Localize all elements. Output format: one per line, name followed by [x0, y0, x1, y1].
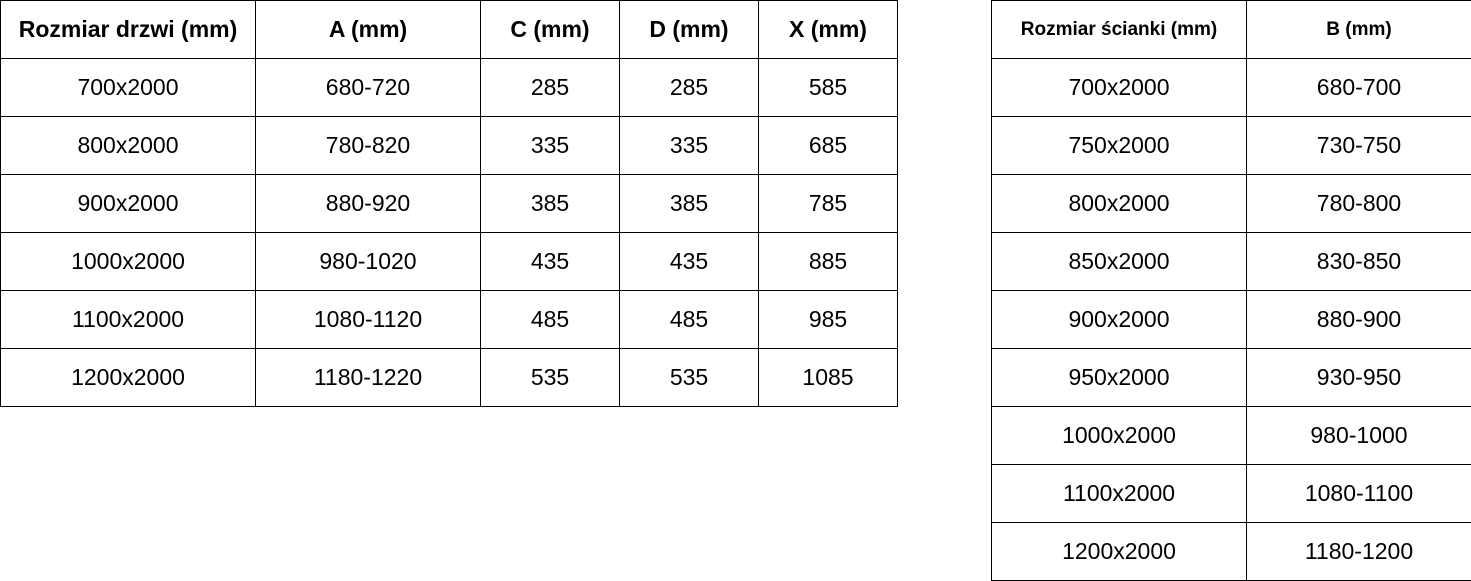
- header-row: Rozmiar drzwi (mm) A (mm) C (mm) D (mm) X (m…: [0, 0, 898, 59]
- table-cell: 385: [619, 174, 759, 233]
- column-header: Rozmiar ścianki (mm): [991, 0, 1247, 59]
- table-row: 700x2000 680-700: [991, 58, 1471, 117]
- table-cell: 730-750: [1246, 116, 1471, 175]
- table-cell: 385: [480, 174, 620, 233]
- table-row: 800x2000 780-800: [991, 174, 1471, 233]
- table-cell: 1200x2000: [0, 348, 256, 407]
- table-cell: 1085: [758, 348, 898, 407]
- table-cell: 585: [758, 58, 898, 117]
- table-cell: 1100x2000: [991, 464, 1247, 523]
- table-row: 700x2000 680-720 285 285 585: [0, 58, 898, 117]
- table-cell: 780-800: [1246, 174, 1471, 233]
- table-cell: 785: [758, 174, 898, 233]
- table-row: 1200x2000 1180-1200: [991, 522, 1471, 581]
- table-cell: 980-1000: [1246, 406, 1471, 465]
- column-header: Rozmiar drzwi (mm): [0, 0, 256, 59]
- table-row: 1200x2000 1180-1220 535 535 1085: [0, 348, 898, 407]
- table-cell: 750x2000: [991, 116, 1247, 175]
- table-cell: 700x2000: [0, 58, 256, 117]
- table-row: 850x2000 830-850: [991, 232, 1471, 291]
- table-cell: 535: [480, 348, 620, 407]
- table-cell: 435: [619, 232, 759, 291]
- table-cell: 780-820: [255, 116, 481, 175]
- table-cell: 880-920: [255, 174, 481, 233]
- table-cell: 980-1020: [255, 232, 481, 291]
- table-cell: 830-850: [1246, 232, 1471, 291]
- table-cell: 885: [758, 232, 898, 291]
- table-cell: 900x2000: [0, 174, 256, 233]
- door-size-table: Rozmiar drzwi (mm) A (mm) C (mm) D (mm) X (m…: [0, 0, 898, 407]
- column-header: D (mm): [619, 0, 759, 59]
- table-cell: 485: [619, 290, 759, 349]
- table-row: 1100x2000 1080-1120 485 485 985: [0, 290, 898, 349]
- table-cell: 985: [758, 290, 898, 349]
- table-cell: 1200x2000: [991, 522, 1247, 581]
- wall-size-table: Rozmiar ścianki (mm) B (mm) 700x2000 680-7…: [991, 0, 1471, 581]
- table-row: 1000x2000 980-1000: [991, 406, 1471, 465]
- table-cell: 950x2000: [991, 348, 1247, 407]
- table-cell: 1080-1120: [255, 290, 481, 349]
- table-cell: 285: [619, 58, 759, 117]
- column-header: C (mm): [480, 0, 620, 59]
- table-cell: 800x2000: [991, 174, 1247, 233]
- table-cell: 435: [480, 232, 620, 291]
- table-cell: 680-720: [255, 58, 481, 117]
- table-row: 900x2000 880-920 385 385 785: [0, 174, 898, 233]
- table-row: 950x2000 930-950: [991, 348, 1471, 407]
- table-cell: 535: [619, 348, 759, 407]
- column-header: A (mm): [255, 0, 481, 59]
- table-row: 1000x2000 980-1020 435 435 885: [0, 232, 898, 291]
- header-row: Rozmiar ścianki (mm) B (mm): [991, 0, 1471, 59]
- table-cell: 485: [480, 290, 620, 349]
- table-row: 900x2000 880-900: [991, 290, 1471, 349]
- column-header: B (mm): [1246, 0, 1471, 59]
- table-cell: 1100x2000: [0, 290, 256, 349]
- column-header: X (mm): [758, 0, 898, 59]
- table-cell: 930-950: [1246, 348, 1471, 407]
- table-cell: 335: [480, 116, 620, 175]
- table-row: 750x2000 730-750: [991, 116, 1471, 175]
- table-cell: 850x2000: [991, 232, 1247, 291]
- table-cell: 880-900: [1246, 290, 1471, 349]
- table-cell: 1080-1100: [1246, 464, 1471, 523]
- table-cell: 685: [758, 116, 898, 175]
- table-cell: 700x2000: [991, 58, 1247, 117]
- table-cell: 1000x2000: [991, 406, 1247, 465]
- table-cell: 1180-1220: [255, 348, 481, 407]
- table-cell: 900x2000: [991, 290, 1247, 349]
- table-cell: 285: [480, 58, 620, 117]
- table-cell: 1180-1200: [1246, 522, 1471, 581]
- table-cell: 335: [619, 116, 759, 175]
- table-row: 800x2000 780-820 335 335 685: [0, 116, 898, 175]
- table-cell: 800x2000: [0, 116, 256, 175]
- table-cell: 680-700: [1246, 58, 1471, 117]
- table-row: 1100x2000 1080-1100: [991, 464, 1471, 523]
- table-cell: 1000x2000: [0, 232, 256, 291]
